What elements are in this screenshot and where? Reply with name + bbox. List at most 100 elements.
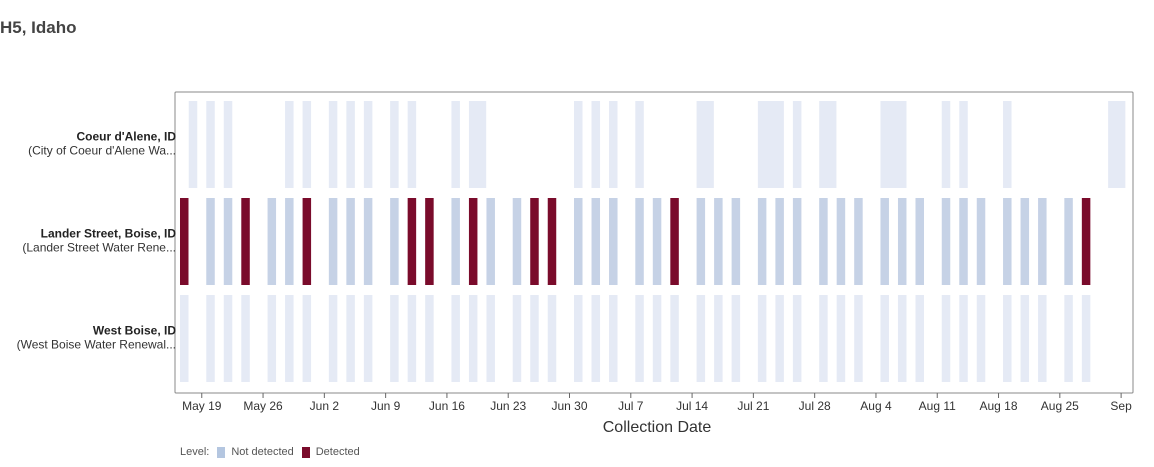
- sample-bar: [363, 295, 373, 382]
- row-label-name: Lander Street, Boise, ID: [41, 227, 177, 241]
- sample-bar: [591, 295, 601, 382]
- sample-bar: [941, 198, 951, 285]
- sample-bar: [1003, 295, 1012, 382]
- sample-bar: [241, 198, 250, 285]
- sample-bar: [635, 198, 644, 285]
- sample-bar: [897, 198, 907, 285]
- sample-bar: [267, 198, 277, 285]
- sample-bar: [547, 295, 557, 382]
- sample-bar: [836, 198, 846, 285]
- x-tick-label: Jun 16: [429, 399, 465, 413]
- x-tick-label: Jun 23: [490, 399, 526, 413]
- sample-bar: [223, 101, 233, 188]
- sample-bar: [757, 101, 784, 188]
- sample-bar: [346, 101, 355, 188]
- chart-title: H5, Idaho: [0, 18, 77, 37]
- sample-bar: [451, 295, 460, 382]
- sample-bar: [302, 295, 312, 382]
- sample-bar: [285, 198, 294, 285]
- sample-bar: [670, 198, 679, 285]
- sample-bar: [696, 198, 706, 285]
- sample-bar: [363, 198, 373, 285]
- sample-bar: [757, 198, 767, 285]
- sample-bar: [302, 101, 312, 188]
- sample-bar: [915, 198, 924, 285]
- legend-item-not-detected[interactable]: Not detected: [217, 446, 294, 458]
- legend-swatch-detected: [301, 446, 310, 458]
- sample-bar: [1064, 295, 1073, 382]
- sample-bar: [512, 198, 522, 285]
- row-label-subtitle: (Lander Street Water Rene...: [22, 241, 176, 255]
- legend-item-detected[interactable]: Detected: [301, 446, 360, 458]
- sample-bar: [609, 295, 618, 382]
- sample-bar: [652, 295, 662, 382]
- sample-bar: [468, 295, 478, 382]
- sample-bar: [897, 295, 907, 382]
- sample-bar: [346, 295, 355, 382]
- sample-bar: [1038, 295, 1047, 382]
- sample-bar: [714, 295, 723, 382]
- sample-bar: [792, 101, 802, 188]
- x-tick-label: Jul 14: [676, 399, 708, 413]
- sample-bar: [1020, 295, 1030, 382]
- sample-bar: [390, 198, 399, 285]
- sample-bar: [512, 295, 522, 382]
- x-tick-label: Aug 25: [1041, 399, 1079, 413]
- sample-bar: [775, 295, 784, 382]
- x-tick-label: Jul 7: [618, 399, 644, 413]
- sample-bar: [407, 101, 417, 188]
- sample-bar: [425, 295, 434, 382]
- sample-bar: [328, 198, 338, 285]
- sample-bar: [468, 101, 487, 188]
- sample-bar: [390, 101, 399, 188]
- sample-bar: [591, 101, 601, 188]
- row-label-name: West Boise, ID: [93, 324, 176, 338]
- sample-bar: [959, 101, 968, 188]
- sample-bar: [425, 198, 434, 285]
- x-tick-label: Sep: [1110, 399, 1132, 413]
- sample-bar: [206, 101, 215, 188]
- sample-bar: [792, 295, 802, 382]
- sample-bar: [390, 295, 399, 382]
- x-tick-label: Aug 11: [919, 399, 956, 413]
- sample-bar: [635, 295, 644, 382]
- sample-bar: [302, 198, 312, 285]
- sample-bar: [714, 198, 723, 285]
- sample-bar: [1108, 101, 1126, 188]
- sample-bar: [775, 198, 784, 285]
- sample-bar: [880, 101, 907, 188]
- sample-bar: [530, 295, 539, 382]
- sample-bar: [941, 295, 951, 382]
- sample-bar: [757, 295, 767, 382]
- sample-bar: [346, 198, 355, 285]
- sample-bar: [1020, 198, 1030, 285]
- sample-bar: [451, 101, 460, 188]
- x-tick-label: Jun 2: [310, 399, 340, 413]
- sample-bar: [574, 295, 583, 382]
- sample-bar: [486, 198, 495, 285]
- sample-bar: [328, 101, 338, 188]
- sample-bar: [574, 198, 583, 285]
- sample-bar: [915, 295, 924, 382]
- sample-bar: [792, 198, 802, 285]
- plot-frame: [174, 91, 1134, 394]
- sample-bar: [407, 198, 417, 285]
- sample-bar: [941, 101, 951, 188]
- row-label-subtitle: (City of Coeur d'Alene Wa...: [28, 144, 176, 158]
- sample-bar: [407, 295, 417, 382]
- sample-bar: [1003, 198, 1012, 285]
- sample-bar: [591, 198, 601, 285]
- sample-bar: [836, 295, 846, 382]
- x-tick-label: Jun 30: [551, 399, 587, 413]
- sample-bar: [363, 101, 373, 188]
- sample-bar: [635, 101, 644, 188]
- x-tick-label: May 26: [243, 399, 283, 413]
- sample-bar: [696, 295, 706, 382]
- sample-bar: [976, 198, 986, 285]
- x-axis-label: Collection Date: [603, 419, 712, 436]
- sample-bar: [486, 295, 495, 382]
- sample-bar: [285, 295, 294, 382]
- sample-bar: [180, 198, 189, 285]
- row-label-subtitle: (West Boise Water Renewal...: [17, 338, 176, 352]
